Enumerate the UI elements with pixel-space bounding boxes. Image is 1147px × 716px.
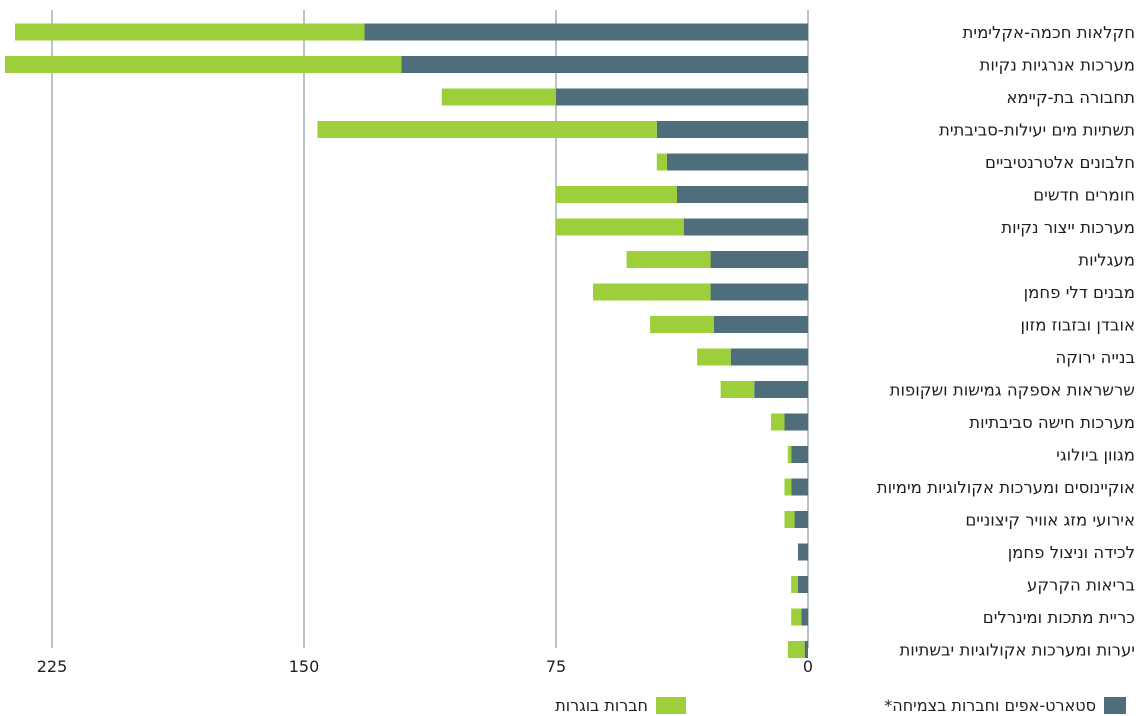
category-label-7: מעגליות xyxy=(1078,251,1135,270)
category-label-2: תחבורה בת-קיימא xyxy=(1006,88,1135,107)
category-label-12: מערכות חישה סביבתיות xyxy=(969,413,1135,432)
category-label-3: תשתיות מים יעילות-סביבתית xyxy=(939,121,1135,140)
category-label-13: מגוון ביולוגי xyxy=(1056,446,1135,465)
bar-mature-6 xyxy=(556,218,684,236)
category-label-0: חקלאות חכמה-אקלימית xyxy=(963,23,1135,42)
category-label-4: חלבונים אלטרנטיביים xyxy=(985,153,1135,172)
bar-mature-13 xyxy=(787,446,792,463)
bar-mature-8 xyxy=(592,283,711,301)
bar-startups-12 xyxy=(784,413,808,431)
bar-startups-10 xyxy=(730,348,808,366)
bar-mature-2 xyxy=(441,88,556,106)
bar-mature-17 xyxy=(791,576,798,593)
bar-mature-11 xyxy=(720,381,755,398)
bar-startups-6 xyxy=(683,218,808,236)
x-tick-label-75: 75 xyxy=(546,657,566,676)
bar-startups-15 xyxy=(794,511,808,528)
category-labels: חקלאות חכמה-אקלימית מערכות אנרגיות נקיות ת… xyxy=(877,23,1135,660)
x-tick-label-0: 0 xyxy=(803,657,813,676)
bar-mature-1 xyxy=(4,56,402,73)
bar-mature-7 xyxy=(626,251,711,268)
bars xyxy=(4,23,808,658)
category-label-9: אובדן ובזבוז מזון xyxy=(1021,316,1135,335)
category-label-6: מערכות ייצור נקיות xyxy=(1001,218,1135,237)
bar-mature-5 xyxy=(556,186,677,203)
legend-swatch-mature xyxy=(656,697,686,714)
bar-startups-4 xyxy=(666,153,808,171)
bar-startups-19 xyxy=(804,641,808,658)
bar-mature-3 xyxy=(317,121,657,138)
category-label-19: יערות ומערכות אקולוגיות יבשתיות xyxy=(899,641,1135,660)
bar-startups-0 xyxy=(364,23,808,41)
bar-startups-13 xyxy=(791,446,808,463)
category-label-5: חומרים חדשים xyxy=(1033,186,1135,205)
bar-startups-5 xyxy=(676,186,808,203)
bar-startups-7 xyxy=(710,251,808,268)
bar-startups-3 xyxy=(656,121,808,138)
legend: סטארט-אפים וחברות בצמיחה* חברות בוגרות xyxy=(555,696,1126,715)
legend-swatch-startups xyxy=(1104,697,1126,714)
bar-mature-12 xyxy=(771,413,785,431)
bar-mature-10 xyxy=(697,348,731,366)
bar-mature-9 xyxy=(650,316,714,333)
bar-mature-15 xyxy=(784,511,795,528)
category-label-16: לכידה וניצול פחמן xyxy=(1008,543,1135,562)
bar-startups-17 xyxy=(797,576,808,593)
bar-mature-0 xyxy=(15,23,365,41)
bar-startups-11 xyxy=(754,381,808,398)
category-label-18: כריית מתכות ומינרלים xyxy=(983,608,1135,627)
bar-startups-14 xyxy=(791,478,808,496)
category-label-1: מערכות אנרגיות נקיות xyxy=(979,56,1135,75)
category-label-11: שרשראות אספקה גמישות ושקופות xyxy=(890,381,1135,400)
legend-label-startups: סטארט-אפים וחברות בצמיחה* xyxy=(884,696,1096,715)
category-label-8: מבנים דלי פחמן xyxy=(1024,283,1135,302)
x-tick-labels: 0 75 150 225 xyxy=(37,657,813,676)
bar-mature-4 xyxy=(656,153,667,171)
bar-startups-18 xyxy=(801,608,808,626)
bar-startups-1 xyxy=(401,56,808,73)
category-label-14: אוקיינוסים ומערכות אקולוגיות מימיות xyxy=(877,478,1135,497)
category-label-17: בריאות הקרקע xyxy=(1027,576,1135,595)
bar-startups-16 xyxy=(797,543,808,561)
bar-startups-2 xyxy=(556,88,808,106)
category-label-10: בנייה ירוקה xyxy=(1055,348,1135,367)
category-label-15: אירועי מזג אוויר קיצוניים xyxy=(965,511,1135,530)
x-tick-label-150: 150 xyxy=(289,657,320,676)
legend-label-mature: חברות בוגרות xyxy=(555,696,648,715)
bar-mature-18 xyxy=(791,608,802,626)
bar-mature-19 xyxy=(787,641,805,658)
x-tick-label-225: 225 xyxy=(37,657,68,676)
bar-mature-14 xyxy=(784,478,792,496)
bar-startups-8 xyxy=(710,283,808,301)
bar-startups-9 xyxy=(713,316,808,333)
